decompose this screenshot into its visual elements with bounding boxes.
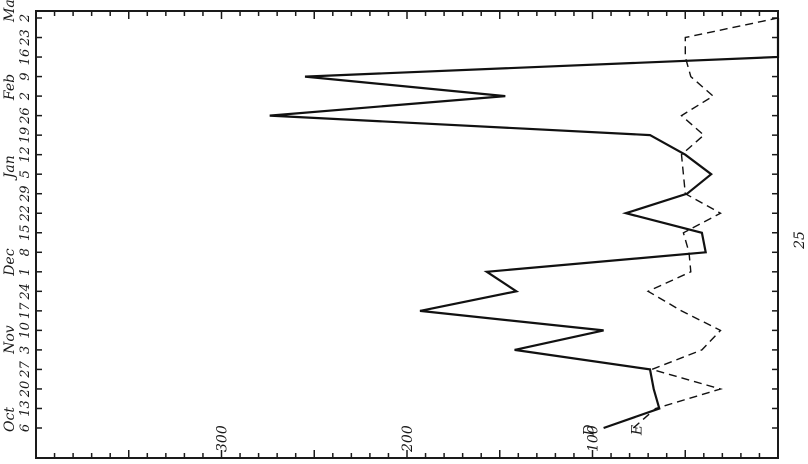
value-tick-label: 300 xyxy=(215,425,231,452)
date-label: 29 xyxy=(18,185,33,203)
date-label: 26 xyxy=(18,107,33,125)
date-label: 9 xyxy=(18,72,33,80)
date-label: 2 xyxy=(18,92,33,101)
date-label: 23 xyxy=(18,29,33,47)
date-label: 1 xyxy=(18,268,33,276)
date-label: 2 xyxy=(18,14,33,23)
date-label: 12 xyxy=(18,146,33,163)
date-label: 13 xyxy=(18,400,33,417)
series-line-E xyxy=(632,17,779,429)
plot-frame xyxy=(35,10,779,459)
date-label: 10 xyxy=(18,322,33,339)
date-label: 17 xyxy=(18,302,33,319)
value-tick-label: 200 xyxy=(400,425,416,453)
date-label: 6 xyxy=(18,424,33,432)
series-lines xyxy=(269,17,780,430)
axis-labels: 613202731017241815222951219262916232OctN… xyxy=(2,0,808,453)
date-label: 22 xyxy=(18,205,33,223)
date-label: 27 xyxy=(18,360,33,378)
month-label: Feb xyxy=(2,74,18,101)
date-label: 16 xyxy=(18,49,33,66)
date-label: 20 xyxy=(18,381,33,399)
date-label: 19 xyxy=(18,127,33,144)
date-label: 24 xyxy=(18,283,33,301)
date-label: 5 xyxy=(18,170,33,178)
value-tick-label: 100 xyxy=(586,425,602,452)
series-line-D xyxy=(269,18,780,430)
secondary-tick-label: 25 xyxy=(792,231,808,250)
month-label: Nov xyxy=(2,325,18,355)
month-label: Mar xyxy=(2,0,18,23)
month-label: Oct xyxy=(2,407,18,432)
series-label: D xyxy=(582,424,598,436)
date-label: 8 xyxy=(18,248,33,256)
month-label: Dec xyxy=(2,248,18,277)
month-label: Jan xyxy=(2,155,18,181)
date-label: 3 xyxy=(18,346,33,354)
axis-ticks xyxy=(36,11,778,458)
series-label: E xyxy=(629,425,645,436)
date-label: 15 xyxy=(18,224,33,241)
